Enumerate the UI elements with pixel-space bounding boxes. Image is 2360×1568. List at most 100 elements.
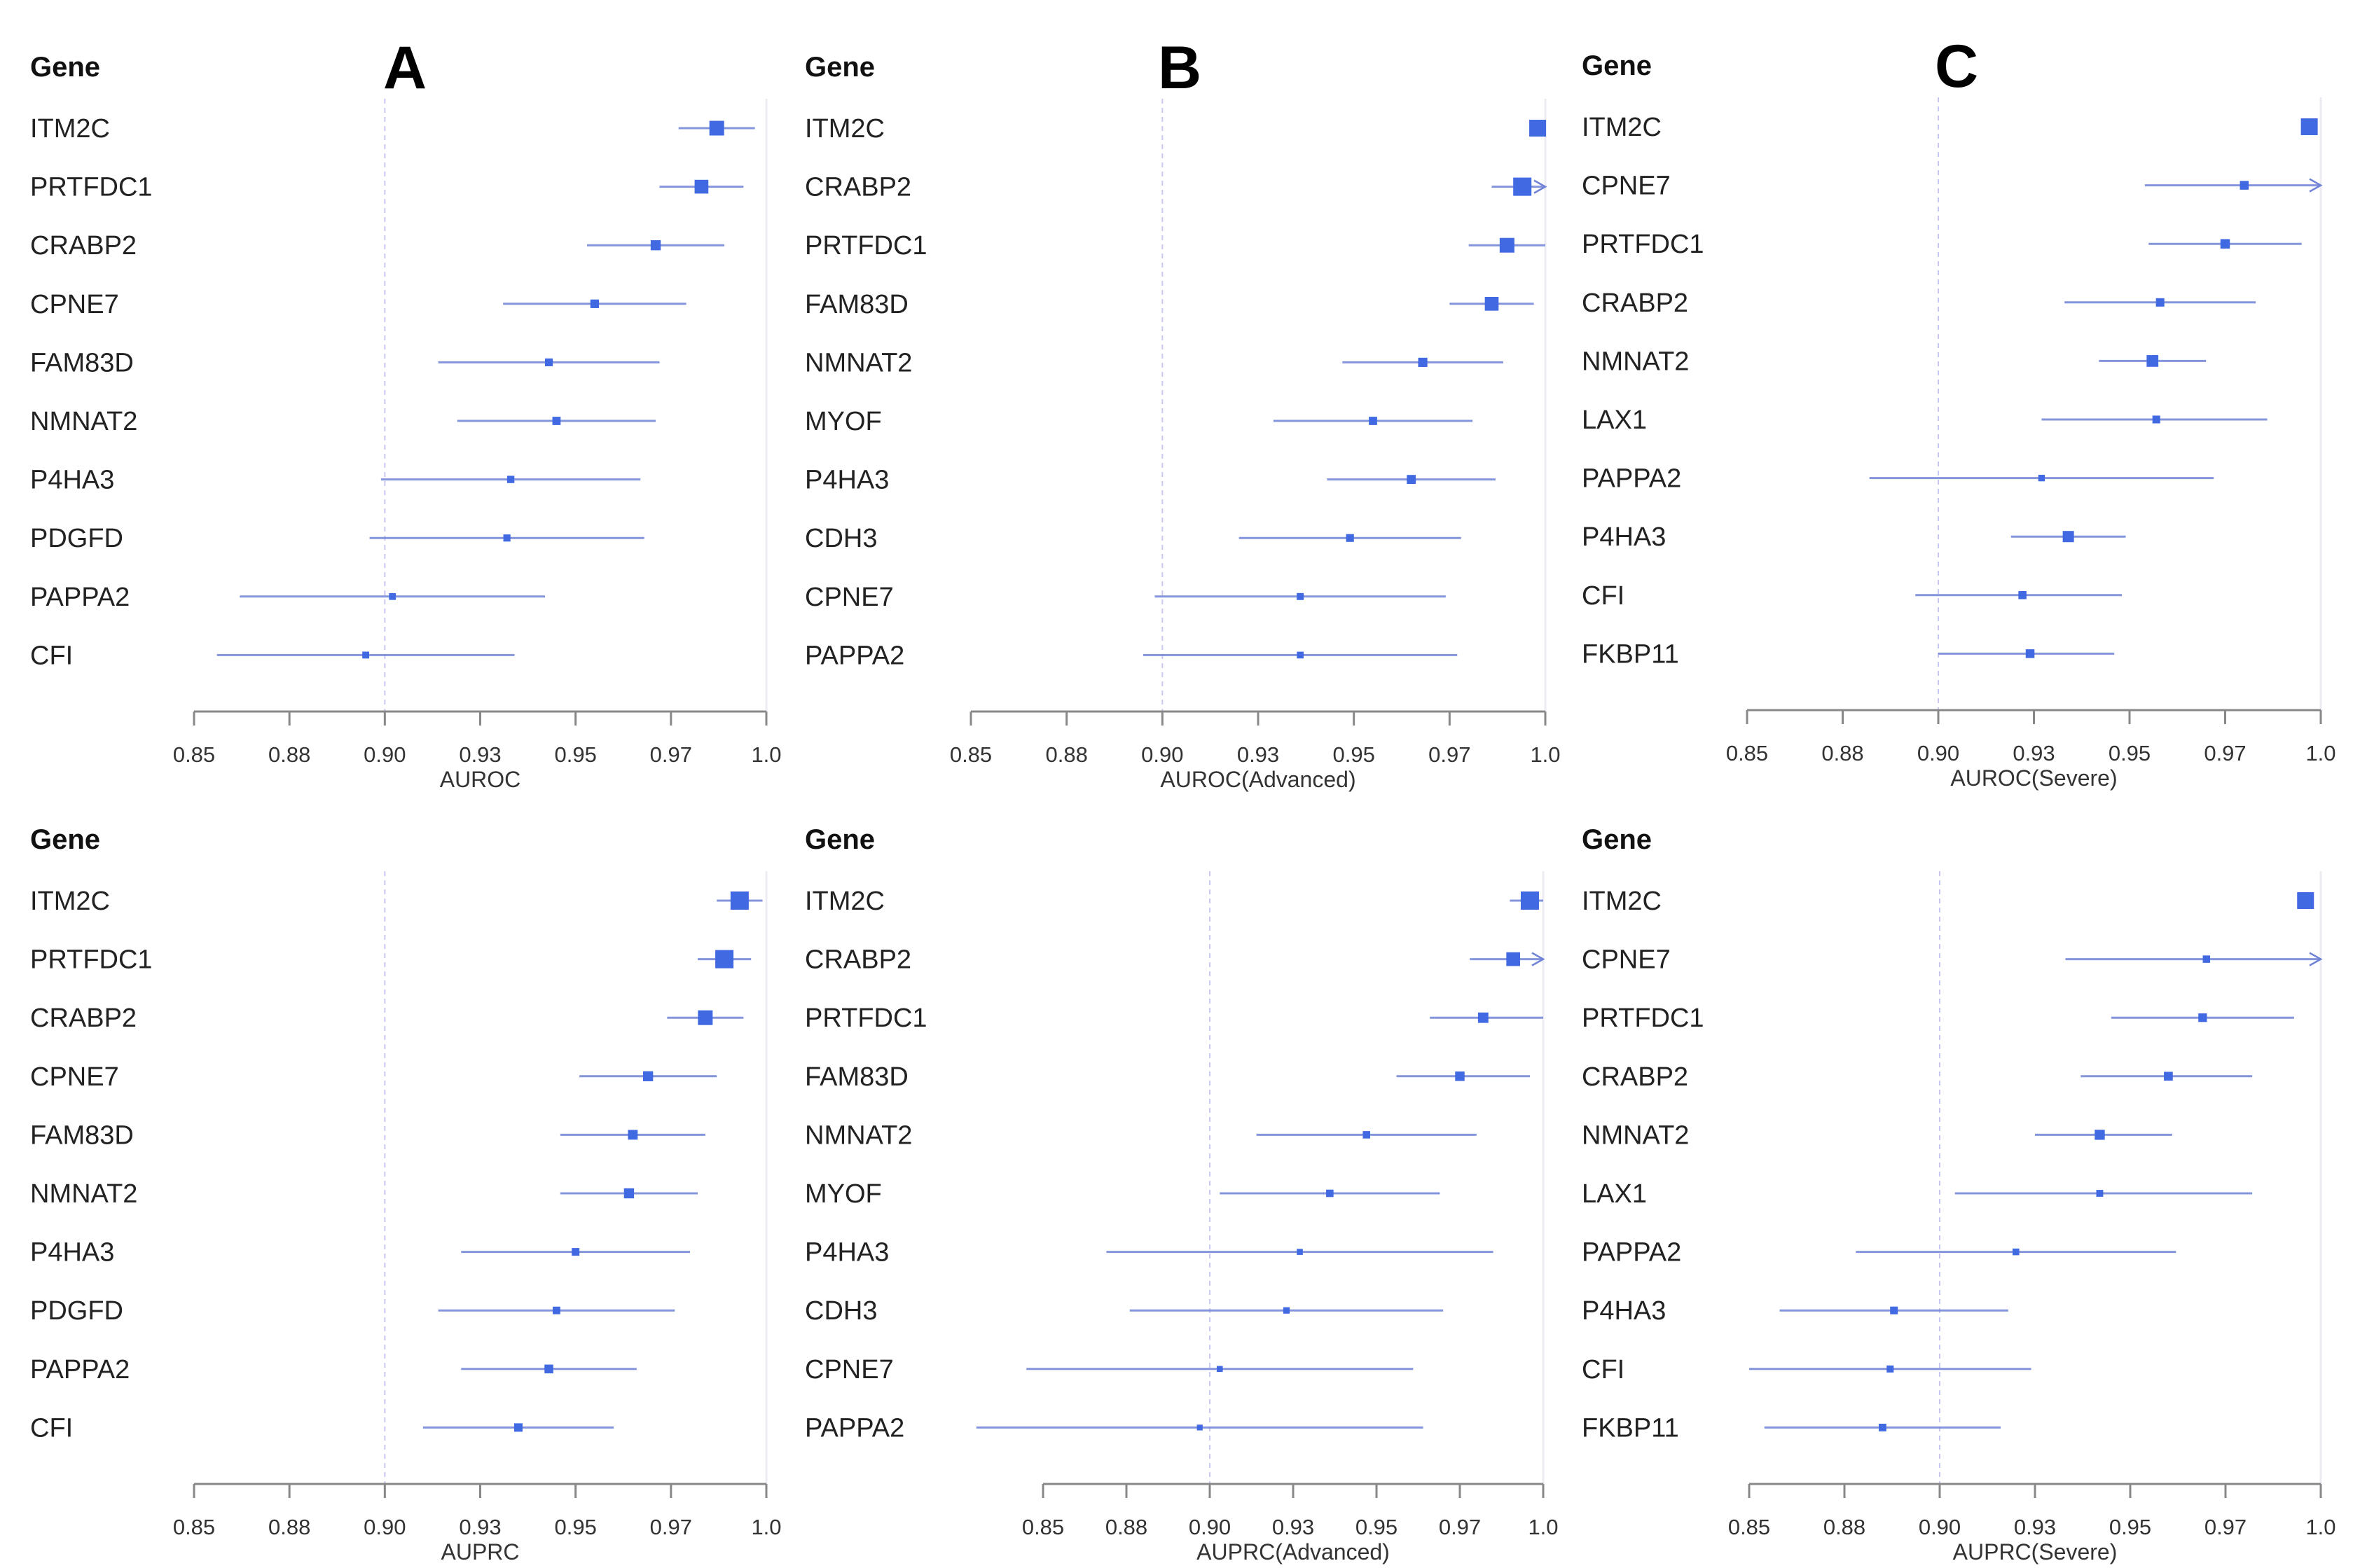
gene-label: FKBP11 bbox=[1582, 1413, 1679, 1443]
x-tick-label: 0.90 bbox=[364, 1515, 406, 1539]
x-tick-label: 0.93 bbox=[1237, 742, 1279, 767]
gene-label: CFI bbox=[30, 1413, 73, 1443]
point-estimate-box bbox=[1407, 475, 1416, 485]
point-estimate-box bbox=[1529, 120, 1547, 137]
gene-label: CPNE7 bbox=[805, 583, 894, 612]
point-estimate-box bbox=[1369, 417, 1377, 425]
point-estimate-box bbox=[2155, 298, 2165, 307]
point-estimate-box bbox=[1477, 1012, 1489, 1023]
gene-label: FKBP11 bbox=[1582, 639, 1679, 669]
column-header: Gene bbox=[1582, 50, 1652, 81]
point-estimate-box bbox=[1499, 237, 1514, 253]
point-estimate-box bbox=[1297, 1249, 1303, 1255]
gene-label: NMNAT2 bbox=[30, 407, 137, 436]
x-axis-label: AUPRC(Severe) bbox=[1953, 1539, 2118, 1564]
gene-label: NMNAT2 bbox=[1582, 1121, 1689, 1150]
x-axis-label: AUROC(Advanced) bbox=[1160, 767, 1355, 792]
gene-label: PRTFDC1 bbox=[30, 173, 153, 202]
gene-label: P4HA3 bbox=[30, 1238, 114, 1268]
point-estimate-box bbox=[2095, 1130, 2105, 1140]
gene-label: CPNE7 bbox=[805, 1355, 894, 1385]
x-tick-label: 0.97 bbox=[2204, 1515, 2247, 1539]
x-tick-label: 1.0 bbox=[751, 1515, 781, 1539]
point-estimate-box bbox=[553, 1306, 560, 1314]
x-tick-label: 0.97 bbox=[1439, 1515, 1481, 1539]
point-estimate-box bbox=[1362, 1131, 1370, 1139]
column-header: Gene bbox=[30, 824, 100, 855]
point-estimate-box bbox=[2018, 591, 2027, 599]
point-estimate-box bbox=[1513, 177, 1532, 196]
x-tick-label: 0.85 bbox=[950, 742, 992, 767]
gene-label: PDGFD bbox=[30, 524, 123, 553]
point-estimate-box bbox=[650, 240, 661, 251]
point-estimate-box bbox=[2220, 239, 2230, 249]
point-estimate-box bbox=[572, 1248, 580, 1256]
point-estimate-box bbox=[2038, 474, 2045, 482]
x-tick-label: 0.95 bbox=[2109, 1515, 2151, 1539]
x-axis-label: AUROC(Severe) bbox=[1950, 765, 2117, 791]
column-header: Gene bbox=[1582, 824, 1652, 855]
gene-label: P4HA3 bbox=[1582, 522, 1666, 552]
gene-label: PAPPA2 bbox=[1582, 1238, 1681, 1268]
x-tick-label: 0.93 bbox=[459, 1515, 501, 1539]
x-axis-label: AUROC bbox=[440, 767, 521, 792]
point-estimate-box bbox=[715, 950, 734, 969]
gene-label: CRABP2 bbox=[1582, 289, 1688, 318]
forest-panel: Gene C 0.85 0.88 0.90 0.93 0.95 0.97 1.0 AUROC(Se… bbox=[1582, 33, 2336, 791]
gene-label: ITM2C bbox=[805, 114, 885, 144]
gene-label: P4HA3 bbox=[30, 466, 114, 495]
point-estimate-box bbox=[709, 120, 724, 136]
x-tick-label: 0.93 bbox=[2014, 1515, 2056, 1539]
forest-panel: Gene B 0.85 0.88 0.90 0.93 0.95 0.97 1.0 AUROC(Ad… bbox=[805, 34, 1561, 792]
point-estimate-box bbox=[1484, 296, 1499, 311]
ci-arrow-icon bbox=[2309, 178, 2323, 193]
gene-label: PAPPA2 bbox=[805, 641, 904, 670]
gene-label: CFI bbox=[1582, 1355, 1624, 1385]
x-tick-label: 0.93 bbox=[459, 742, 501, 767]
gene-label: ITM2C bbox=[1582, 887, 1662, 916]
gene-label: ITM2C bbox=[1582, 113, 1662, 142]
x-tick-label: 0.95 bbox=[554, 742, 596, 767]
point-estimate-box bbox=[1455, 1071, 1465, 1081]
point-estimate-box bbox=[1506, 952, 1520, 966]
gene-label: ITM2C bbox=[805, 887, 885, 916]
x-tick-label: 0.95 bbox=[554, 1515, 596, 1539]
point-estimate-box bbox=[2300, 118, 2318, 135]
forest-panel: Gene 0.85 0.88 0.90 0.93 0.95 0.97 1.0 AUPRC ITM2… bbox=[30, 824, 782, 1564]
x-tick-label: 1.0 bbox=[1528, 1515, 1558, 1539]
x-tick-label: 0.93 bbox=[2013, 741, 2055, 765]
gene-label: PRTFDC1 bbox=[805, 1004, 927, 1033]
point-estimate-box bbox=[1297, 592, 1304, 600]
point-estimate-box bbox=[2025, 649, 2035, 658]
gene-label: FAM83D bbox=[30, 348, 134, 377]
point-estimate-box bbox=[2096, 1190, 2104, 1197]
x-tick-label: 0.88 bbox=[1821, 741, 1863, 765]
column-header: Gene bbox=[30, 52, 100, 83]
x-tick-label: 0.88 bbox=[1045, 742, 1087, 767]
ci-arrow-icon bbox=[2309, 952, 2323, 966]
gene-label: FAM83D bbox=[805, 290, 909, 319]
point-estimate-box bbox=[362, 651, 370, 659]
forest-panel: Gene 0.85 0.88 0.90 0.93 0.95 0.97 1.0 AUPRC(Adv… bbox=[805, 824, 1559, 1564]
point-estimate-box bbox=[544, 1364, 553, 1374]
panel-label: C bbox=[1935, 33, 1978, 100]
point-estimate-box bbox=[628, 1130, 638, 1140]
gene-label: CPNE7 bbox=[30, 290, 119, 319]
x-tick-label: 1.0 bbox=[2305, 741, 2335, 765]
point-estimate-box bbox=[2202, 955, 2211, 963]
gene-label: PAPPA2 bbox=[30, 583, 130, 612]
point-estimate-box bbox=[506, 476, 515, 483]
panel-label: B bbox=[1158, 34, 1201, 102]
point-estimate-box bbox=[2013, 1248, 2020, 1256]
x-tick-label: 0.90 bbox=[364, 742, 406, 767]
point-estimate-box bbox=[513, 1423, 523, 1432]
gene-label: CRABP2 bbox=[30, 1004, 137, 1033]
gene-label: CDH3 bbox=[805, 1296, 877, 1326]
x-tick-label: 0.85 bbox=[1728, 1515, 1770, 1539]
gene-label: NMNAT2 bbox=[30, 1179, 137, 1209]
gene-label: P4HA3 bbox=[805, 466, 889, 495]
point-estimate-box bbox=[544, 358, 553, 366]
gene-label: ITM2C bbox=[30, 114, 110, 144]
x-tick-label: 0.85 bbox=[173, 742, 215, 767]
forest-panel: Gene 0.85 0.88 0.90 0.93 0.95 0.97 1.0 AUPRC(Sev… bbox=[1582, 824, 2336, 1564]
